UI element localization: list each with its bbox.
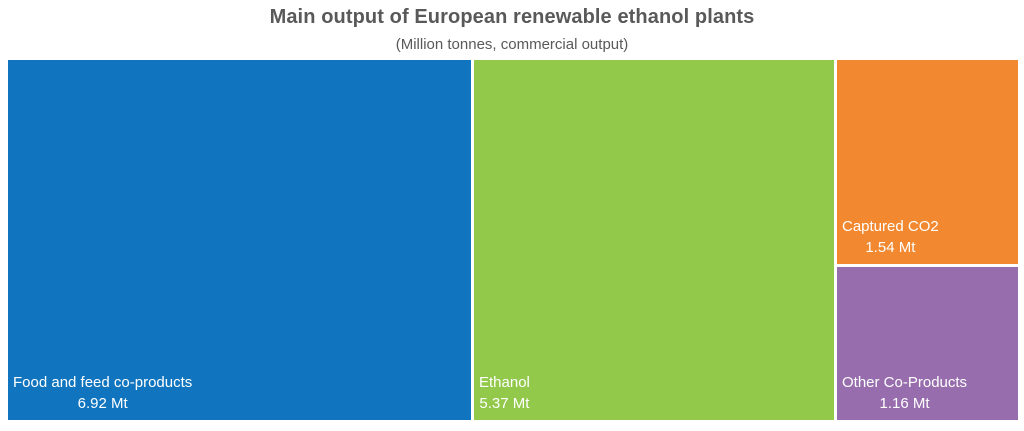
tile-name: Other Co-Products [842,374,968,391]
tile-label: Ethanol 5.37 Mt [479,372,530,414]
treemap-tile: Other Co-Products 1.16 Mt [837,267,1018,420]
tile-value: 5.37 Mt [479,395,530,412]
tile-label: Other Co-Products 1.16 Mt [842,372,967,414]
treemap-tile: Captured CO2 1.54 Mt [837,60,1018,264]
tile-name: Ethanol [479,374,530,391]
tile-label: Food and feed co-products 6.92 Mt [13,372,192,414]
treemap-tile: Food and feed co-products 6.92 Mt [8,60,471,420]
tile-value: 1.54 Mt [865,239,916,256]
treemap: Food and feed co-products 6.92 Mt Ethanol 5… [8,60,1018,420]
treemap-tile: Ethanol 5.37 Mt [474,60,834,420]
tile-value: 1.16 Mt [879,395,930,412]
chart-title: Main output of European renewable ethano… [269,6,755,28]
tile-value: 6.92 Mt [77,395,128,412]
tile-name: Captured CO2 [842,218,939,235]
tile-label: Captured CO2 1.54 Mt [842,216,939,258]
tile-name: Food and feed co-products [13,374,193,391]
chart-subtitle: (Million tonnes, commercial output) [395,36,629,53]
